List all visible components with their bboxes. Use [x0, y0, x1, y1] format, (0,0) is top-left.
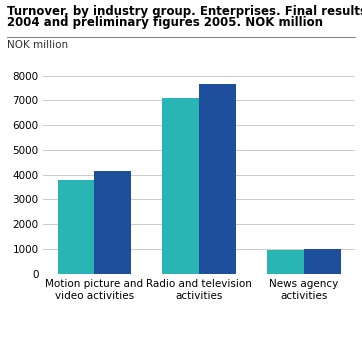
- Bar: [94, 171, 131, 274]
- Bar: [267, 250, 304, 274]
- Bar: [199, 84, 236, 274]
- Text: NOK million: NOK million: [7, 40, 68, 50]
- Bar: [304, 249, 341, 274]
- Text: 2004 and preliminary figures 2005. NOK million: 2004 and preliminary figures 2005. NOK m…: [7, 16, 323, 29]
- Bar: [163, 98, 199, 274]
- Bar: [58, 180, 94, 274]
- Text: Turnover, by industry group. Enterprises. Final results: Turnover, by industry group. Enterprises…: [7, 5, 362, 18]
